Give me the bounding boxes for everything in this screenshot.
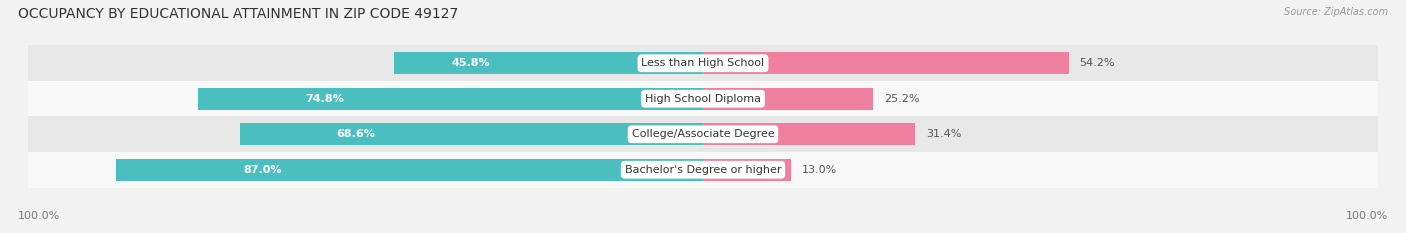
Text: 13.0%: 13.0% bbox=[801, 165, 837, 175]
Bar bbox=[703, 52, 1069, 74]
Bar bbox=[703, 123, 915, 145]
Text: 54.2%: 54.2% bbox=[1080, 58, 1115, 68]
Text: 100.0%: 100.0% bbox=[1346, 211, 1388, 221]
Bar bbox=[240, 123, 703, 145]
Text: 68.6%: 68.6% bbox=[336, 129, 375, 139]
Bar bbox=[703, 159, 790, 181]
Text: 31.4%: 31.4% bbox=[925, 129, 962, 139]
Bar bbox=[703, 88, 873, 110]
Bar bbox=[28, 45, 1378, 81]
Text: 45.8%: 45.8% bbox=[451, 58, 491, 68]
Bar bbox=[198, 88, 703, 110]
Text: OCCUPANCY BY EDUCATIONAL ATTAINMENT IN ZIP CODE 49127: OCCUPANCY BY EDUCATIONAL ATTAINMENT IN Z… bbox=[18, 7, 458, 21]
Bar bbox=[115, 159, 703, 181]
Text: Less than High School: Less than High School bbox=[641, 58, 765, 68]
Bar bbox=[28, 116, 1378, 152]
Text: Bachelor's Degree or higher: Bachelor's Degree or higher bbox=[624, 165, 782, 175]
Bar bbox=[28, 81, 1378, 116]
Text: High School Diploma: High School Diploma bbox=[645, 94, 761, 104]
Text: 100.0%: 100.0% bbox=[18, 211, 60, 221]
Text: Source: ZipAtlas.com: Source: ZipAtlas.com bbox=[1284, 7, 1388, 17]
Bar bbox=[28, 152, 1378, 188]
Text: 74.8%: 74.8% bbox=[305, 94, 344, 104]
Text: College/Associate Degree: College/Associate Degree bbox=[631, 129, 775, 139]
Bar bbox=[394, 52, 703, 74]
Text: 87.0%: 87.0% bbox=[243, 165, 281, 175]
Text: 25.2%: 25.2% bbox=[884, 94, 920, 104]
